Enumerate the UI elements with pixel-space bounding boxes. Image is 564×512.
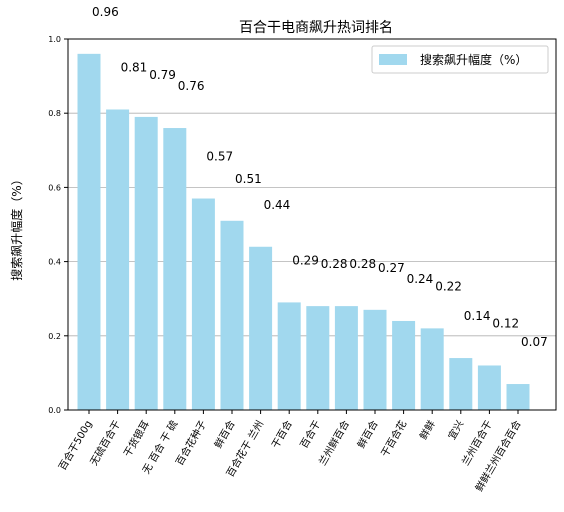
data-label: 0.28 [321,257,348,271]
bar [477,365,501,410]
bar [420,328,444,410]
bar [306,306,330,410]
bar [449,358,473,410]
data-label: 0.24 [407,272,434,286]
y-tick-label: 1.0 [48,35,61,44]
data-label: 0.12 [492,316,519,330]
data-label: 0.96 [92,5,119,19]
bars [77,53,530,411]
bar [220,220,244,410]
data-label: 0.14 [464,309,491,323]
bar [249,246,273,410]
bar [506,384,530,410]
data-label: 0.81 [121,60,148,74]
data-label: 0.29 [292,253,319,267]
data-label: 0.51 [235,172,262,186]
y-tick-label: 0.0 [48,406,61,415]
y-axis-label: 搜索飙升幅度（%） [9,173,24,280]
y-tick-label: 0.4 [48,258,61,267]
data-labels: 0.960.810.790.760.570.510.440.29 0.28 0.28… [92,5,548,349]
bar [334,306,358,410]
bar [77,53,101,411]
data-label: 0.27 [378,261,405,275]
bar [134,116,158,410]
bar [277,302,301,410]
bar [163,128,187,411]
data-label: 0.22 [435,279,462,293]
data-label: 0.57 [206,150,233,164]
y-tick-label: 0.2 [48,332,61,341]
legend-swatch [379,54,407,65]
bar [191,198,215,410]
bar [363,309,387,410]
data-label: 0.44 [264,198,291,212]
y-tick-label: 0.8 [48,109,61,118]
bar [392,320,416,410]
legend: 搜索飙升幅度（%） [371,45,549,74]
bar [106,109,130,411]
y-axis: 0.0 0.2 0.4 0.6 0.8 1.0 [48,35,68,415]
legend-box [371,45,549,74]
data-label: 0.28 [349,257,376,271]
data-label: 0.76 [178,79,205,93]
legend-label: 搜索飙升幅度（%） [420,52,527,67]
data-label: 0.07 [521,335,548,349]
data-label: 0.79 [149,68,176,82]
y-tick-label: 0.6 [48,183,61,192]
chart-title: 百合干电商飙升热词排名 [239,20,393,36]
plot-frame [67,38,557,411]
